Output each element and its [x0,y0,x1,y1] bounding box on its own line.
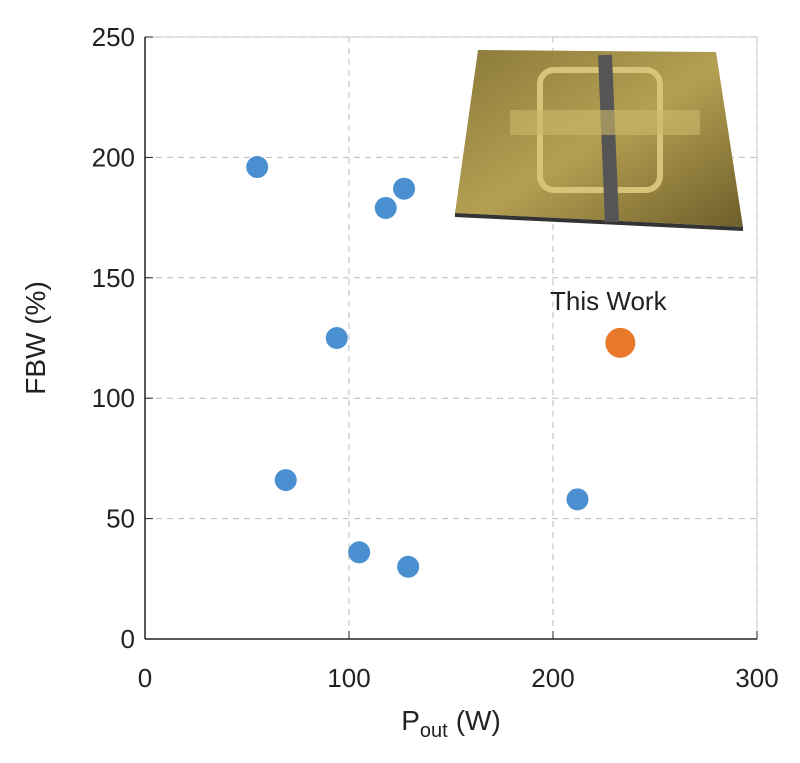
point [397,555,420,578]
point [566,488,589,511]
y-tick-label: 200 [92,142,135,172]
point [374,196,397,219]
x-tick-label: 100 [327,663,370,693]
y-tick-label: 250 [92,22,135,52]
point [348,541,371,564]
x-axis-label: Pout (W) [401,705,501,742]
x-label-unit: (W) [456,705,501,736]
x-tick-label: 200 [531,663,574,693]
y-tick-label: 50 [106,504,135,534]
point [246,156,269,179]
y-tick-label: 150 [92,263,135,293]
x-label-main: P [401,705,420,736]
point [393,177,416,200]
x-tick-label: 300 [735,663,778,693]
y-axis-label: FBW (%) [20,281,51,395]
point [605,327,636,358]
point [325,327,348,349]
y-tick-label: 100 [92,383,135,413]
x-tick-label: 0 [138,663,152,693]
pcb-photo [455,50,743,231]
y-tick-label: 0 [121,624,135,654]
x-label-sub: out [420,720,448,742]
point [274,469,297,492]
point-label: This Work [550,286,668,316]
